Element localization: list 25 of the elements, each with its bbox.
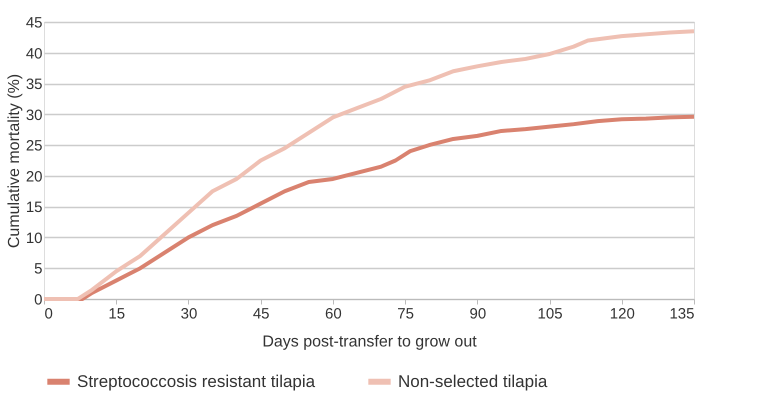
x-tick-label: 0 bbox=[44, 306, 53, 322]
y-tick-label: 45 bbox=[26, 14, 42, 32]
x-tick-label: 30 bbox=[180, 306, 198, 322]
x-tick-label: 135 bbox=[669, 306, 694, 322]
y-tick-label: 40 bbox=[26, 45, 42, 62]
line-series bbox=[42, 29, 696, 301]
y-tick-label: 35 bbox=[26, 76, 42, 94]
x-tick-label: 105 bbox=[538, 306, 563, 322]
y-tick-label: 30 bbox=[26, 106, 42, 124]
y-tick-label: 10 bbox=[26, 230, 42, 247]
y-tick-label: 20 bbox=[26, 168, 42, 186]
y-tick-label: 0 bbox=[34, 292, 42, 308]
x-tick-label: 75 bbox=[397, 306, 414, 322]
legend-label: Streptococcosis resistant tilapia bbox=[77, 372, 316, 391]
y-tick-label: 15 bbox=[26, 199, 42, 216]
x-tick-label: 15 bbox=[108, 306, 126, 322]
x-tick-label: 60 bbox=[325, 306, 342, 322]
x-axis-title: Days post-transfer to grow out bbox=[262, 334, 478, 350]
x-tick-label: 45 bbox=[252, 306, 270, 322]
y-tick-label: 5 bbox=[34, 260, 42, 278]
legend-label: Non-selected tilapia bbox=[398, 372, 548, 391]
x-tick-label: 120 bbox=[610, 306, 635, 322]
y-axis-title: Cumulative mortality (%) bbox=[6, 74, 23, 248]
x-tick-label: 90 bbox=[469, 306, 486, 322]
y-tick-label: 25 bbox=[26, 138, 42, 155]
